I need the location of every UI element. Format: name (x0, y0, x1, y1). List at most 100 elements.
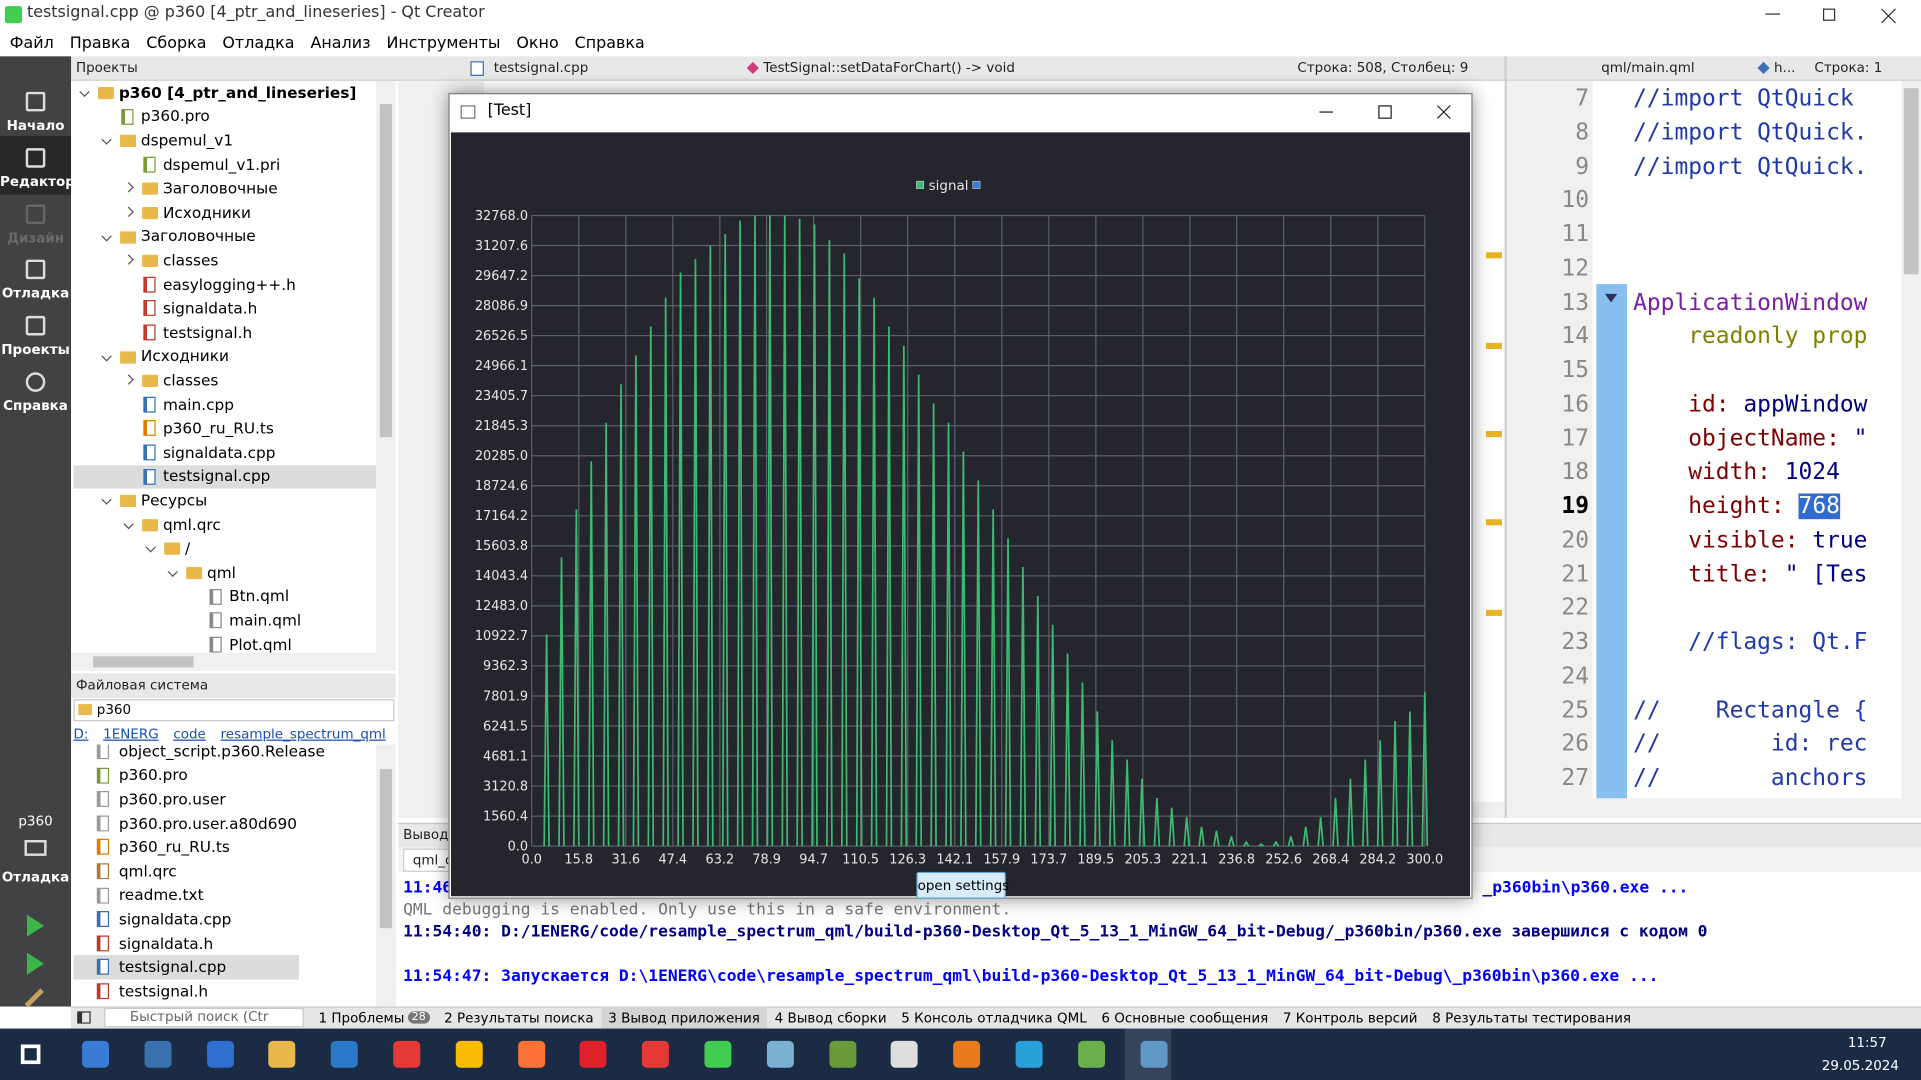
taskbar-app[interactable] (393, 1040, 421, 1068)
tree-item[interactable]: main.cpp (162, 394, 234, 414)
file-item[interactable]: readme.txt (118, 885, 204, 905)
tree-item[interactable]: easylogging++.h (162, 274, 296, 294)
output-tab[interactable]: 8 Результаты тестирования (1425, 1007, 1638, 1029)
tree-item[interactable]: Plot.qml (229, 634, 292, 653)
taskbar-app[interactable] (144, 1040, 172, 1068)
editor-symbol[interactable]: TestSignal::setDataForChart() -> void (763, 59, 1015, 76)
taskbar-app[interactable] (82, 1040, 110, 1068)
folder-combo[interactable] (73, 699, 395, 722)
editor-file[interactable]: testsignal.cpp (493, 59, 589, 76)
tree-item[interactable]: Заголовочные (162, 178, 278, 198)
output-tab[interactable]: 5 Консоль отладчика QML (894, 1007, 1094, 1029)
tree-item[interactable]: main.qml (229, 610, 302, 630)
minimize-button[interactable] (1319, 111, 1333, 113)
tree-item[interactable]: dspemul_v1.pri (162, 154, 281, 174)
tree-item[interactable]: qml.qrc (162, 514, 221, 534)
mode-label[interactable]: Дизайн (6, 229, 65, 246)
tree-item[interactable]: classes (162, 250, 219, 270)
tree-item[interactable]: testsignal.cpp (162, 466, 271, 486)
mode-icon[interactable] (25, 372, 46, 392)
tree-arrow[interactable] (79, 86, 90, 98)
tree-arrow[interactable] (123, 518, 134, 530)
maximize-button[interactable] (1378, 105, 1392, 119)
mode-icon[interactable] (25, 204, 46, 225)
sidebar-toggle[interactable] (77, 1011, 91, 1024)
file-item[interactable]: p360.pro.user.a80d690 (118, 813, 297, 833)
fold-marker[interactable] (1604, 293, 1618, 303)
crumb[interactable]: 1ENERG (103, 726, 159, 743)
taskbar-app[interactable] (517, 1040, 545, 1068)
tree-item[interactable]: p360.pro (140, 106, 210, 126)
output-tab[interactable]: 2 Результаты поиска (437, 1007, 601, 1029)
debug-run-button[interactable] (26, 952, 45, 975)
taskbar-app[interactable] (268, 1040, 296, 1068)
mode-label[interactable]: Проекты (1, 341, 70, 358)
settings-button[interactable]: open settings (916, 871, 1009, 899)
kit-icon[interactable] (24, 840, 47, 856)
tree-item[interactable]: dspemul_v1 (140, 130, 234, 150)
tree-arrow[interactable] (123, 206, 134, 218)
tree-arrow[interactable] (167, 566, 178, 578)
tree-item[interactable]: Заголовочные (140, 226, 256, 246)
taskbar-app[interactable] (331, 1040, 358, 1068)
taskbar-app[interactable] (1015, 1040, 1043, 1068)
tree-arrow[interactable] (101, 494, 112, 506)
editor-symbol[interactable]: h... (1773, 59, 1796, 76)
file-item[interactable]: signaldata.cpp (118, 909, 232, 929)
tree-item[interactable]: testsignal.h (162, 322, 253, 342)
file-item[interactable]: p360_ru_RU.ts (118, 837, 230, 857)
taskbar-app[interactable] (828, 1040, 856, 1068)
search-field[interactable] (104, 1007, 304, 1028)
crumb[interactable]: D: (73, 726, 89, 743)
file-item[interactable]: qml.qrc (118, 861, 177, 881)
taskbar-app[interactable] (704, 1040, 732, 1068)
file-item[interactable]: p360.pro (118, 765, 188, 785)
output-tab[interactable]: 4 Вывод сборки (767, 1007, 894, 1029)
file-item[interactable]: signaldata.h (118, 933, 214, 953)
menu-item[interactable]: Правка (69, 33, 131, 53)
tree-item[interactable]: Btn.qml (229, 586, 290, 606)
file-item[interactable]: testsignal.cpp (118, 957, 227, 977)
tree-item[interactable]: qml (207, 562, 236, 582)
tree-item[interactable]: Исходники (140, 346, 229, 366)
menu-item[interactable]: Инструменты (386, 33, 501, 53)
mode-label[interactable]: Редактор (0, 173, 75, 190)
menu-item[interactable]: Окно (516, 33, 559, 53)
tree-item[interactable]: p360 [4_ptr_and_lineseries] (118, 82, 357, 102)
mode-label[interactable]: Начало (6, 117, 65, 133)
menu-item[interactable]: Сборка (146, 33, 207, 53)
menu-item[interactable]: Анализ (310, 33, 371, 53)
mode-label[interactable]: Отладка (1, 284, 70, 301)
mode-icon[interactable] (25, 148, 46, 168)
output-tab[interactable]: 3 Вывод приложения (600, 1006, 768, 1029)
file-item[interactable]: p360.pro.user (118, 789, 226, 809)
mode-icon[interactable] (25, 259, 46, 280)
taskbar-app[interactable] (579, 1040, 607, 1068)
file-item[interactable]: object_script.p360.Release (118, 744, 325, 761)
taskbar-app[interactable] (206, 1040, 234, 1068)
menu-item[interactable]: Файл (9, 33, 54, 53)
tree-arrow[interactable] (145, 542, 156, 554)
mode-icon[interactable] (25, 91, 46, 112)
tree-item[interactable]: signaldata.cpp (162, 442, 276, 462)
taskbar-app[interactable] (766, 1040, 794, 1068)
menu-item[interactable]: Справка (574, 33, 645, 53)
menu-item[interactable]: Отладка (222, 33, 295, 53)
taskbar-app[interactable] (1077, 1040, 1105, 1068)
tree-item[interactable]: Исходники (162, 202, 252, 222)
tree-item[interactable]: p360_ru_RU.ts (162, 418, 274, 438)
mode-icon[interactable] (25, 315, 46, 336)
minimize-button[interactable] (1765, 13, 1781, 15)
file-item[interactable]: testsignal.h (118, 981, 209, 1001)
output-tab[interactable]: 7 Контроль версий (1276, 1007, 1425, 1029)
taskbar-app[interactable] (953, 1040, 981, 1068)
tree-arrow[interactable] (123, 254, 134, 266)
output-tab[interactable]: 6 Основные сообщения (1094, 1007, 1275, 1029)
taskbar-app[interactable] (455, 1040, 483, 1068)
tree-arrow[interactable] (123, 374, 134, 386)
tree-arrow[interactable] (101, 230, 112, 242)
crumb[interactable]: code (173, 726, 206, 743)
mode-label[interactable]: Справка (3, 397, 68, 414)
start-button[interactable] (20, 1044, 41, 1065)
taskbar-app[interactable] (642, 1040, 670, 1068)
